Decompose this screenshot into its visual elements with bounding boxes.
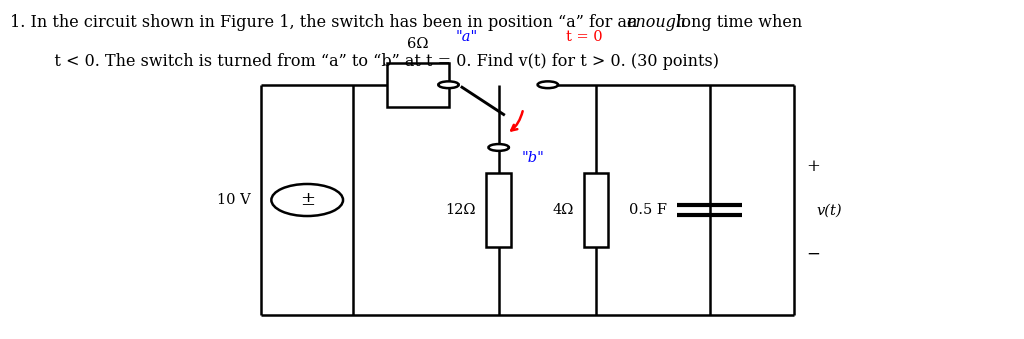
Text: enough: enough [627, 14, 687, 31]
Ellipse shape [271, 184, 343, 216]
Text: ±: ± [300, 191, 314, 209]
Text: 12Ω: 12Ω [445, 203, 476, 217]
Text: "a": "a" [456, 30, 478, 44]
Text: "b": "b" [521, 151, 544, 165]
Circle shape [538, 81, 558, 88]
Text: 10 V: 10 V [217, 193, 251, 207]
Text: 4Ω: 4Ω [552, 203, 573, 217]
Text: +: + [806, 158, 820, 175]
Text: t < 0. The switch is turned from “a” to “b” at t = 0. Find v(t) for t > 0. (30 p: t < 0. The switch is turned from “a” to … [39, 53, 719, 69]
Bar [387, 63, 449, 107]
Circle shape [488, 144, 509, 151]
Circle shape [438, 81, 459, 88]
Text: t = 0: t = 0 [566, 30, 603, 44]
Text: −: − [806, 246, 820, 263]
Text: long time when: long time when [671, 14, 802, 31]
Text: v(t): v(t) [816, 203, 842, 217]
Text: 0.5 F: 0.5 F [629, 203, 667, 217]
Text: 1. In the circuit shown in Figure 1, the switch has been in position “a” for an: 1. In the circuit shown in Figure 1, the… [10, 14, 643, 31]
Bar [584, 173, 608, 247]
Text: 6Ω: 6Ω [408, 37, 428, 51]
Bar [486, 173, 511, 247]
